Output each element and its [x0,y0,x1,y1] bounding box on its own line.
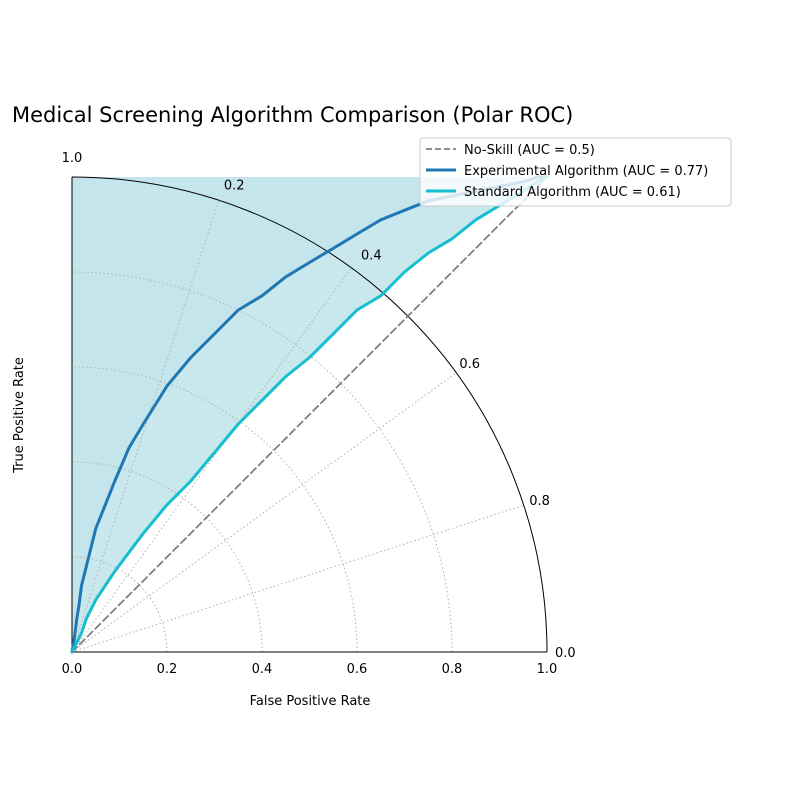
radial-grid-circle [71,366,358,653]
legend-label: No-Skill (AUC = 0.5) [464,143,595,158]
legend: No-Skill (AUC = 0.5) Experimental Algorit… [419,137,732,207]
series-line-0 [71,176,548,653]
angular-tick-label: 0.8 [529,494,550,509]
x-axis-label: False Positive Rate [250,694,371,709]
angular-tick-label: 0.4 [361,248,382,263]
angular-grid-line [71,200,220,653]
radial-grid-circle [71,556,168,653]
angular-grid-line [71,267,352,653]
radial-tick-label: 0.8 [442,662,463,677]
fill-layer [72,177,547,652]
legend-label: Experimental Algorithm (AUC = 0.77) [464,164,708,179]
y-axis-label: True Positive Rate [12,357,27,474]
radial-tick-label: 1.0 [537,662,558,677]
radial-grid-circle [71,271,453,653]
angular-grid-line [71,504,524,653]
angular-tick-label: 1.0 [62,151,83,166]
angular-tick-label: 0.6 [459,357,480,372]
angular-tick-label: 0.0 [555,646,576,661]
radial-tick-label: 0.6 [347,662,368,677]
angular-tick-label: 0.2 [224,178,245,193]
radial-tick-label: 0.2 [157,662,178,677]
radial-tick-label: 0.0 [62,662,83,677]
radial-tick-label: 0.4 [252,662,273,677]
angular-grid-line [71,372,457,653]
series-fill-2 [72,177,547,652]
series-line-2 [70,175,549,654]
legend-frame [419,137,732,207]
legend-label: Standard Algorithm (AUC = 0.61) [464,185,681,200]
chart-title: Medical Screening Algorithm Comparison (… [12,103,573,127]
tick-layer: 0.0 0.2 0.4 0.6 0.8 1.00.00.20.40.60.81.0 [62,151,576,677]
